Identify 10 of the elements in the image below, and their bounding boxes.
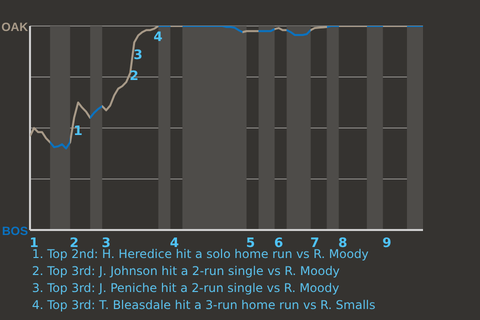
annotation: 3 [133, 48, 143, 63]
annotation: 4 [153, 30, 163, 45]
text: BOS [2, 224, 28, 238]
x-tick-label: 9 [382, 236, 392, 252]
text: 2. Top 3rd: J. Johnson hit a 2-run single vs R. Moody [32, 263, 341, 280]
text: OAK [1, 20, 28, 34]
text: 3. Top 3rd: J. Peniche hit a 2-run single vs R. Moody [32, 280, 340, 297]
annotation: 2 [129, 69, 139, 84]
annotation: 1 [73, 124, 83, 139]
text: 4. Top 3rd: T. Bleasdale hit a 3-run home run vs R. Smalls [32, 297, 376, 314]
